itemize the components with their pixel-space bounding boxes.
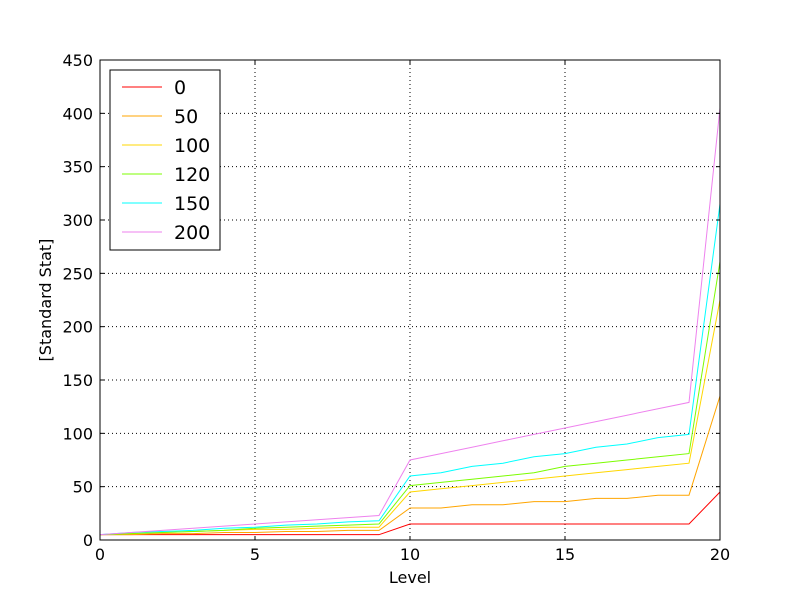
y-tick-label: 300: [62, 211, 93, 230]
x-tick-label: 10: [400, 545, 420, 564]
y-tick-label: 50: [73, 478, 93, 497]
y-tick-label: 400: [62, 104, 93, 123]
y-tick-label: 450: [62, 51, 93, 70]
series-line-200: [99, 107, 721, 536]
x-axis-label: Level: [389, 568, 431, 587]
series-group: [99, 107, 721, 536]
series-line-50: [100, 395, 721, 536]
x-tick-label: 20: [710, 545, 730, 564]
y-tick-label: 0: [83, 531, 93, 550]
legend: 0 50 100 120 150 200: [109, 69, 221, 251]
series-line-120: [99, 261, 721, 536]
legend-label-200: 200: [174, 222, 210, 244]
legend-label-150: 150: [174, 193, 210, 215]
y-tick-label: 100: [62, 424, 93, 443]
legend-label-50: 50: [174, 106, 198, 128]
series-line-150: [99, 203, 721, 536]
legend-label-0: 0: [174, 77, 186, 99]
legend-label-100: 100: [174, 135, 210, 157]
x-tick-label: 5: [250, 545, 260, 564]
y-tick-label: 350: [62, 158, 93, 177]
y-tick-label: 150: [62, 371, 93, 390]
legend-label-120: 120: [174, 164, 210, 186]
series-line-0: [100, 491, 721, 536]
y-axis-label: [Standard Stat]: [36, 239, 55, 362]
y-tick-label: 200: [62, 318, 93, 337]
y-tick-label: 250: [62, 264, 93, 283]
x-tick-label: 15: [555, 545, 575, 564]
legend-box: [109, 69, 221, 251]
x-tick-label: 0: [95, 545, 105, 564]
